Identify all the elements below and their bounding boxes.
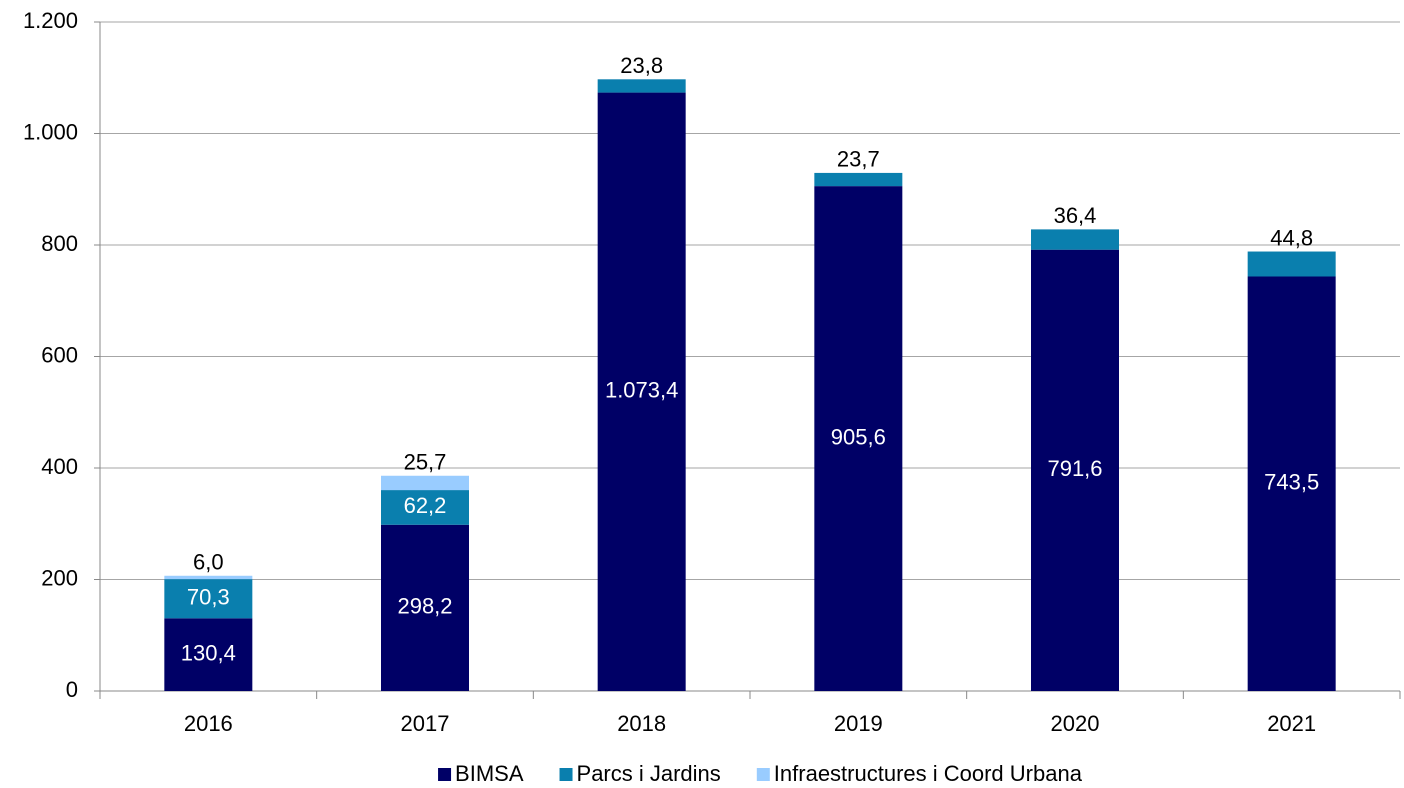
y-tick-label: 200	[41, 565, 78, 590]
x-tick-label: 2019	[834, 711, 883, 736]
data-label: 743,5	[1264, 470, 1319, 495]
data-label: 70,3	[187, 585, 230, 610]
data-label: 1.073,4	[605, 378, 678, 403]
bar-segment	[381, 475, 469, 491]
x-tick-label: 2016	[184, 711, 233, 736]
x-tick-label: 2017	[401, 711, 450, 736]
bar-segment	[1031, 229, 1119, 250]
bar-segment	[164, 618, 253, 691]
y-tick-label: 1.000	[23, 119, 78, 144]
bar-segment	[1247, 251, 1336, 277]
data-label: 905,6	[831, 424, 886, 449]
y-tick-label: 0	[66, 677, 78, 702]
data-label: 23,8	[620, 53, 663, 78]
data-label: 130,4	[181, 640, 236, 665]
legend-label: BIMSA	[455, 761, 524, 786]
y-tick-label: 600	[41, 342, 78, 367]
bar-segment	[814, 172, 903, 187]
bar-segment	[381, 524, 469, 691]
data-label: 62,2	[404, 493, 447, 518]
data-label: 25,7	[404, 450, 447, 475]
legend-swatch	[438, 768, 452, 781]
y-tick-label: 800	[41, 231, 78, 256]
bar-segment	[1247, 276, 1336, 691]
bar-segment	[1031, 249, 1119, 692]
bar-segment	[164, 575, 253, 580]
x-tick-label: 2021	[1267, 711, 1316, 736]
data-label: 791,6	[1047, 456, 1102, 481]
legend-label: Parcs i Jardins	[577, 761, 721, 786]
bar-segment	[381, 490, 469, 525]
data-label: 36,4	[1054, 203, 1097, 228]
bar-segment	[597, 79, 686, 93]
bar-segment	[814, 186, 903, 692]
y-tick-label: 1.200	[23, 8, 78, 33]
data-label: 23,7	[837, 147, 880, 172]
x-tick-label: 2020	[1051, 711, 1100, 736]
legend-swatch	[756, 768, 770, 781]
y-tick-label: 400	[41, 454, 78, 479]
data-label: 44,8	[1270, 225, 1313, 250]
data-label: 298,2	[397, 594, 452, 619]
data-label: 6,0	[193, 550, 224, 575]
x-tick-label: 2018	[617, 711, 666, 736]
bar-segment	[597, 92, 686, 692]
bar-segment	[164, 579, 253, 619]
legend-label: Infraestructures i Coord Urbana	[774, 761, 1083, 786]
legend-swatch	[559, 768, 573, 781]
